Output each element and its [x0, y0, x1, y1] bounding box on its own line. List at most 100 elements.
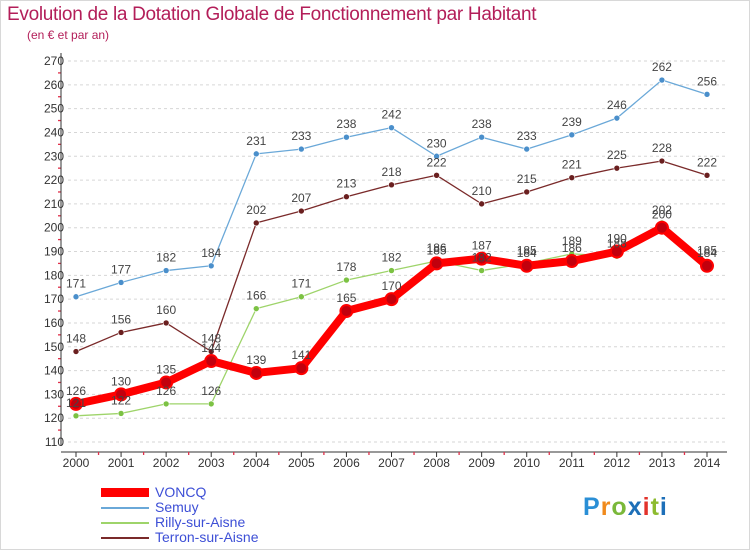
data-label-semuy: 182	[156, 251, 176, 265]
data-point-voncq	[249, 365, 264, 380]
data-label-semuy: 256	[697, 74, 717, 88]
proxiti-logo: Proxiti	[583, 493, 668, 521]
data-label-rilly-sur-aisne: 166	[246, 289, 266, 303]
data-label-semuy: 239	[562, 115, 582, 129]
data-label-semuy: 233	[291, 129, 311, 143]
data-label-semuy: 242	[381, 108, 401, 122]
data-point-terron-sur-aisne	[433, 172, 440, 179]
y-tick-label: 180	[44, 268, 64, 282]
data-label-semuy: 231	[246, 134, 266, 148]
legend-item-semuy: Semuy	[101, 499, 361, 515]
data-point-rilly-sur-aisne	[117, 410, 125, 417]
data-point-semuy	[388, 124, 395, 131]
y-tick-label: 120	[44, 411, 64, 425]
data-label-semuy: 238	[472, 117, 492, 131]
data-label-voncq: 144	[201, 341, 221, 355]
data-point-semuy	[252, 150, 260, 158]
data-point-voncq	[429, 256, 444, 271]
data-point-voncq	[159, 375, 174, 390]
data-point-semuy	[658, 76, 666, 84]
data-point-terron-sur-aisne	[388, 181, 395, 189]
data-label-semuy: 171	[66, 277, 86, 291]
legend-item-terron-sur-aisne: Terron-sur-Aisne	[101, 529, 361, 545]
x-tick-label: 2013	[649, 456, 676, 470]
data-label-voncq: 165	[336, 291, 356, 305]
data-label-rilly-sur-aisne: 185	[517, 243, 537, 257]
data-point-rilly-sur-aisne	[343, 276, 350, 284]
data-label-terron-sur-aisne: 215	[517, 172, 537, 186]
data-label-terron-sur-aisne: 228	[652, 141, 672, 155]
x-tick-label: 2006	[333, 456, 360, 470]
data-point-terron-sur-aisne	[703, 172, 711, 179]
y-tick-label: 270	[44, 54, 64, 68]
data-label-rilly-sur-aisne: 202	[652, 203, 672, 217]
data-label-terron-sur-aisne: 210	[472, 184, 492, 198]
legend: VONCQ Semuy Rilly-sur-Aisne Terron-sur-Aisn…	[101, 484, 361, 545]
data-label-terron-sur-aisne: 202	[246, 203, 266, 217]
y-tick-label: 150	[44, 340, 64, 354]
data-label-semuy: 262	[652, 60, 672, 74]
data-point-rilly-sur-aisne	[72, 412, 80, 420]
data-point-voncq	[384, 292, 399, 307]
data-label-voncq: 200	[652, 208, 672, 222]
y-tick-label: 130	[44, 387, 64, 401]
data-point-terron-sur-aisne	[162, 319, 170, 327]
data-label-terron-sur-aisne: 207	[291, 191, 311, 205]
data-label-rilly-sur-aisne: 182	[472, 251, 492, 265]
x-tick-label: 2011	[559, 456, 585, 470]
data-point-terron-sur-aisne	[298, 207, 305, 215]
data-point-voncq	[294, 361, 309, 376]
data-point-voncq	[114, 387, 129, 402]
data-point-semuy	[117, 279, 125, 286]
data-point-terron-sur-aisne	[343, 193, 350, 201]
y-tick-label: 110	[45, 435, 64, 449]
legend-item-rilly-sur-aisne: Rilly-sur-Aisne	[101, 514, 361, 530]
data-point-voncq	[474, 251, 489, 266]
data-label-semuy: 230	[427, 136, 447, 150]
x-tick-label: 2005	[288, 456, 315, 470]
data-point-voncq	[519, 258, 534, 273]
data-label-voncq: 190	[607, 232, 627, 246]
data-point-terron-sur-aisne	[658, 157, 666, 165]
data-label-rilly-sur-aisne: 186	[427, 241, 447, 255]
data-label-voncq: 170	[381, 279, 401, 293]
data-label-voncq: 184	[517, 246, 537, 260]
data-label-terron-sur-aisne: 225	[607, 148, 627, 162]
data-point-semuy	[568, 131, 576, 139]
chart-subtitle: (en € et par an)	[27, 28, 110, 42]
x-tick-label: 2010	[513, 456, 540, 470]
data-label-voncq: 187	[472, 239, 492, 253]
data-point-semuy	[72, 293, 80, 301]
data-point-rilly-sur-aisne	[478, 267, 485, 274]
data-label-rilly-sur-aisne: 121	[66, 396, 86, 410]
data-label-semuy: 177	[111, 262, 131, 276]
data-point-voncq	[609, 244, 624, 259]
data-point-semuy	[207, 262, 215, 270]
data-label-voncq: 184	[697, 246, 717, 260]
data-label-rilly-sur-aisne: 189	[562, 234, 582, 248]
chart-title: Evolution de la Dotation Globale de Fonc…	[7, 4, 537, 25]
data-label-terron-sur-aisne: 222	[427, 155, 447, 169]
data-label-terron-sur-aisne: 156	[111, 312, 131, 326]
data-point-rilly-sur-aisne	[252, 305, 260, 312]
data-point-voncq	[700, 258, 714, 273]
x-tick-label: 2008	[423, 456, 450, 470]
y-tick-label: 190	[44, 245, 64, 259]
data-label-semuy: 246	[607, 98, 627, 112]
data-label-semuy: 233	[517, 129, 537, 143]
data-label-terron-sur-aisne: 222	[697, 155, 717, 169]
y-tick-label: 140	[44, 364, 64, 378]
y-tick-label: 210	[44, 197, 64, 211]
data-point-semuy	[478, 133, 485, 141]
data-label-rilly-sur-aisne: 126	[201, 384, 221, 398]
data-point-semuy	[703, 91, 711, 98]
y-tick-label: 260	[44, 78, 64, 92]
data-point-rilly-sur-aisne	[388, 267, 395, 274]
data-point-rilly-sur-aisne	[162, 400, 170, 408]
data-point-semuy	[343, 133, 350, 141]
data-label-voncq: 186	[562, 241, 582, 255]
legend-label: Terron-sur-Aisne	[155, 529, 259, 545]
data-point-terron-sur-aisne	[613, 164, 621, 172]
data-label-terron-sur-aisne: 148	[201, 332, 221, 346]
